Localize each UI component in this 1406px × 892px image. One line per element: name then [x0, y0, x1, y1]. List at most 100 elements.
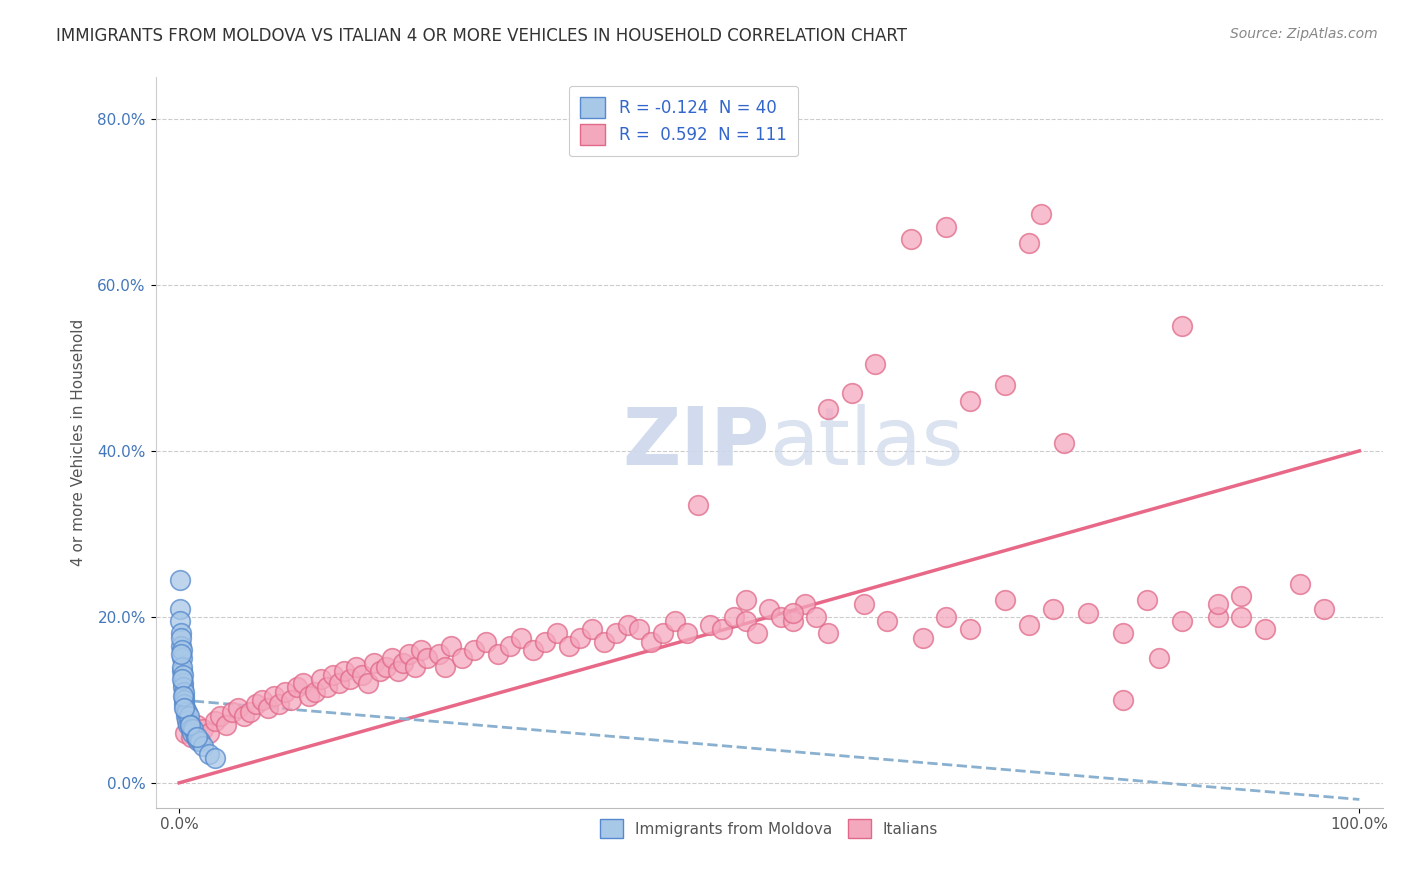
Point	[172, 676, 194, 690]
Point	[304, 684, 326, 698]
Point	[416, 651, 439, 665]
Point	[852, 598, 875, 612]
Point	[640, 634, 662, 648]
Point	[298, 689, 321, 703]
Point	[368, 664, 391, 678]
Point	[170, 651, 193, 665]
Point	[197, 747, 219, 761]
Point	[179, 718, 201, 732]
Point	[451, 651, 474, 665]
Point	[186, 730, 208, 744]
Point	[1230, 610, 1253, 624]
Point	[179, 718, 201, 732]
Point	[173, 701, 195, 715]
Point	[806, 610, 828, 624]
Point	[699, 618, 721, 632]
Point	[959, 623, 981, 637]
Point	[652, 626, 675, 640]
Point	[747, 626, 769, 640]
Point	[176, 706, 198, 720]
Point	[170, 631, 193, 645]
Point	[344, 659, 367, 673]
Point	[250, 693, 273, 707]
Point	[463, 643, 485, 657]
Point	[793, 598, 815, 612]
Point	[181, 726, 204, 740]
Point	[172, 689, 194, 703]
Point	[1029, 207, 1052, 221]
Point	[170, 639, 193, 653]
Point	[935, 219, 957, 234]
Text: Source: ZipAtlas.com: Source: ZipAtlas.com	[1230, 27, 1378, 41]
Point	[1254, 623, 1277, 637]
Point	[439, 639, 461, 653]
Point	[1206, 610, 1229, 624]
Point	[169, 573, 191, 587]
Point	[215, 718, 238, 732]
Point	[339, 672, 361, 686]
Point	[174, 701, 197, 715]
Point	[1112, 693, 1135, 707]
Point	[180, 730, 202, 744]
Point	[191, 739, 214, 753]
Point	[900, 232, 922, 246]
Point	[221, 706, 243, 720]
Point	[865, 357, 887, 371]
Point	[186, 718, 208, 732]
Point	[328, 676, 350, 690]
Point	[187, 734, 209, 748]
Point	[173, 693, 195, 707]
Point	[522, 643, 544, 657]
Point	[486, 647, 509, 661]
Point	[817, 626, 839, 640]
Point	[841, 385, 863, 400]
Point	[387, 664, 409, 678]
Point	[392, 656, 415, 670]
Point	[1230, 589, 1253, 603]
Point	[475, 634, 498, 648]
Point	[226, 701, 249, 715]
Point	[333, 664, 356, 678]
Point	[256, 701, 278, 715]
Point	[959, 394, 981, 409]
Point	[593, 634, 616, 648]
Point	[280, 693, 302, 707]
Point	[381, 651, 404, 665]
Point	[169, 614, 191, 628]
Point	[173, 684, 195, 698]
Point	[664, 614, 686, 628]
Point	[292, 676, 315, 690]
Point	[170, 647, 193, 661]
Point	[557, 639, 579, 653]
Point	[374, 659, 396, 673]
Point	[197, 726, 219, 740]
Point	[176, 714, 198, 728]
Point	[782, 614, 804, 628]
Point	[782, 606, 804, 620]
Point	[173, 689, 195, 703]
Point	[315, 681, 337, 695]
Point	[758, 601, 780, 615]
Point	[285, 681, 308, 695]
Point	[1018, 618, 1040, 632]
Point	[427, 647, 450, 661]
Point	[1289, 576, 1312, 591]
Point	[309, 672, 332, 686]
Point	[734, 593, 756, 607]
Point	[172, 681, 194, 695]
Point	[172, 664, 194, 678]
Point	[190, 734, 212, 748]
Point	[169, 626, 191, 640]
Point	[174, 709, 197, 723]
Point	[1171, 614, 1194, 628]
Point	[546, 626, 568, 640]
Point	[263, 689, 285, 703]
Point	[183, 722, 205, 736]
Point	[169, 601, 191, 615]
Y-axis label: 4 or more Vehicles in Household: 4 or more Vehicles in Household	[72, 319, 86, 566]
Point	[209, 709, 232, 723]
Point	[994, 377, 1017, 392]
Point	[534, 634, 557, 648]
Point	[352, 668, 374, 682]
Point	[177, 709, 200, 723]
